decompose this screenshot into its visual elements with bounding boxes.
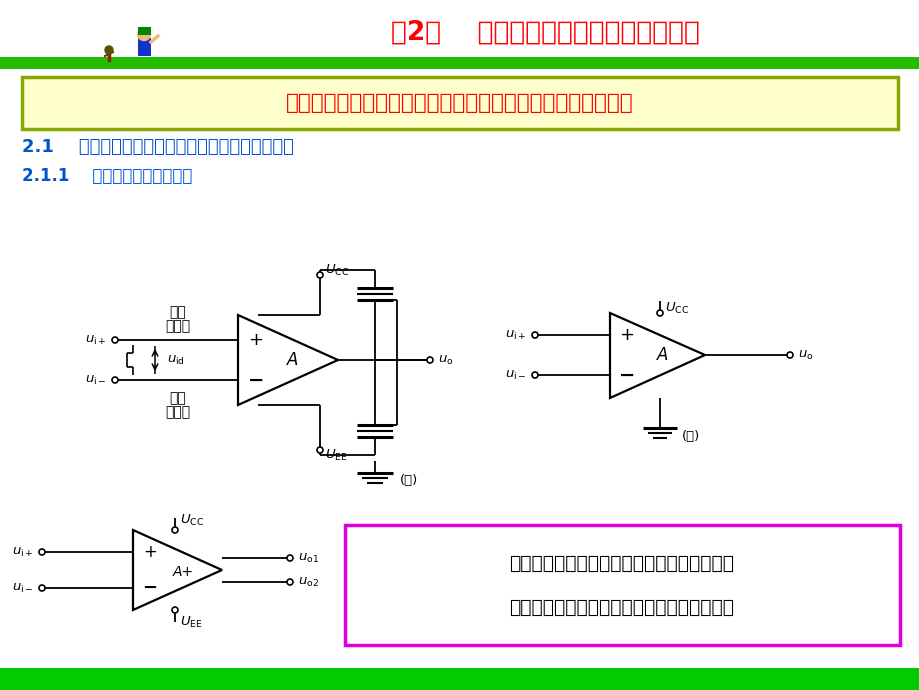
Text: 输入端: 输入端 (165, 319, 190, 333)
Text: $u_{\rm i-}$: $u_{\rm i-}$ (13, 582, 34, 595)
Text: −: − (247, 371, 264, 389)
Text: $U_{\rm EE}$: $U_{\rm EE}$ (324, 447, 347, 462)
Text: $u_{\rm o}$: $u_{\rm o}$ (437, 353, 453, 366)
Text: $u_{\rm id}$: $u_{\rm id}$ (167, 353, 185, 366)
FancyBboxPatch shape (138, 38, 151, 56)
Circle shape (786, 352, 792, 358)
Text: 2.1.1    集成运算放大器的符号: 2.1.1 集成运算放大器的符号 (22, 167, 192, 185)
Circle shape (656, 310, 663, 316)
Text: (地): (地) (681, 429, 699, 442)
Text: −: − (142, 579, 157, 597)
Text: +: + (248, 331, 263, 349)
Circle shape (39, 549, 45, 555)
Text: (地): (地) (400, 475, 418, 488)
Circle shape (112, 337, 118, 343)
Text: A+: A+ (172, 565, 193, 579)
Circle shape (172, 607, 177, 613)
Circle shape (287, 579, 292, 585)
Text: $U_{\rm CC}$: $U_{\rm CC}$ (180, 513, 204, 528)
Circle shape (137, 28, 151, 41)
Text: 同相: 同相 (169, 305, 187, 319)
Text: 2.1    集成运算放大器的符号、模型和电压传输特性: 2.1 集成运算放大器的符号、模型和电压传输特性 (22, 138, 293, 156)
Circle shape (287, 555, 292, 561)
FancyBboxPatch shape (0, 57, 919, 69)
Text: $u_{\rm o2}$: $u_{\rm o2}$ (298, 575, 319, 589)
Text: $u_{\rm i-}$: $u_{\rm i-}$ (85, 373, 107, 386)
Text: $u_{\rm o1}$: $u_{\rm o1}$ (298, 551, 319, 564)
FancyBboxPatch shape (0, 668, 919, 690)
Circle shape (39, 585, 45, 591)
Text: +: + (618, 326, 634, 344)
FancyBboxPatch shape (22, 77, 897, 129)
Text: 同相输入端的输入信号与输出信号相位相同；: 同相输入端的输入信号与输出信号相位相同； (509, 553, 733, 573)
Text: $u_{\rm i+}$: $u_{\rm i+}$ (85, 333, 107, 346)
Circle shape (317, 272, 323, 278)
Text: A: A (656, 346, 668, 364)
Text: −: − (618, 366, 634, 384)
Text: $u_{\rm i-}$: $u_{\rm i-}$ (505, 368, 527, 382)
Circle shape (531, 372, 538, 378)
FancyBboxPatch shape (138, 27, 151, 35)
FancyBboxPatch shape (345, 525, 899, 645)
Text: 集成运算放大器是将电子器件和电路集成在硅片上的放大器。: 集成运算放大器是将电子器件和电路集成在硅片上的放大器。 (286, 93, 633, 113)
Text: 第2章    集成运算放大器的线性应用基础: 第2章 集成运算放大器的线性应用基础 (391, 20, 698, 46)
Text: $U_{\rm CC}$: $U_{\rm CC}$ (664, 300, 688, 315)
Circle shape (172, 527, 177, 533)
Text: 输入端: 输入端 (165, 405, 190, 419)
Text: +: + (143, 543, 157, 561)
Text: $U_{\rm EE}$: $U_{\rm EE}$ (180, 615, 202, 629)
Text: $u_{\rm o}$: $u_{\rm o}$ (797, 348, 812, 362)
Circle shape (112, 377, 118, 383)
Text: $U_{\rm CC}$: $U_{\rm CC}$ (324, 262, 348, 277)
Text: 反相输入端的输入信号与输出信号相位相反。: 反相输入端的输入信号与输出信号相位相反。 (509, 598, 733, 616)
Text: A: A (287, 351, 299, 369)
Circle shape (531, 332, 538, 338)
Circle shape (426, 357, 433, 363)
Circle shape (317, 447, 323, 453)
Text: $u_{\rm i+}$: $u_{\rm i+}$ (505, 328, 527, 342)
Text: 反相: 反相 (169, 391, 187, 405)
Circle shape (105, 46, 113, 54)
Text: $u_{\rm i+}$: $u_{\rm i+}$ (13, 546, 34, 558)
